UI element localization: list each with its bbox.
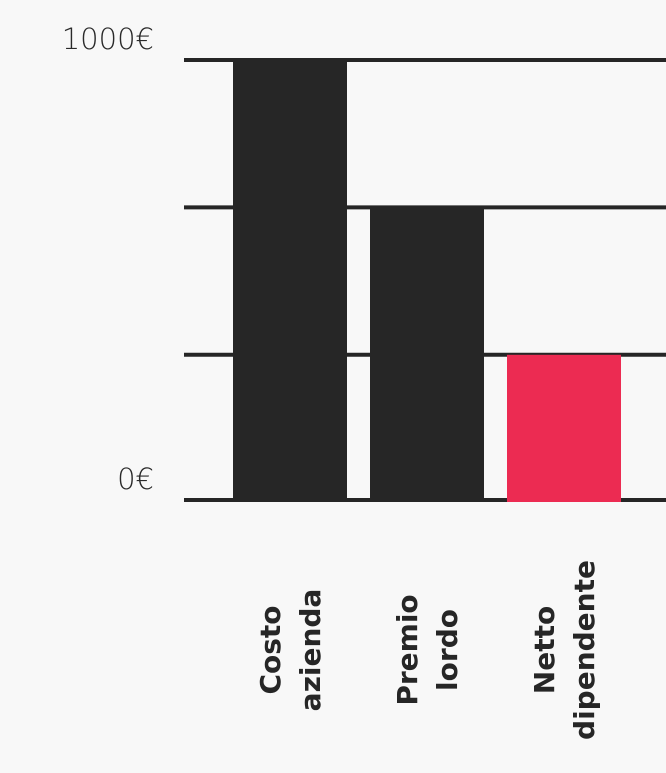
- category-label: Netto dipendente: [528, 560, 601, 740]
- category-label-line: Costo: [254, 605, 287, 694]
- category-label: Costo azienda: [254, 589, 327, 712]
- category-labels: Costo azienda Premio lordo Netto dipendente: [254, 560, 601, 740]
- category-label-line: azienda: [294, 589, 327, 712]
- bar: [507, 354, 621, 502]
- y-tick-label: 0€: [117, 462, 154, 496]
- category-label-line: lordo: [431, 609, 464, 691]
- category-label-line: Netto: [528, 606, 561, 694]
- bar: [233, 60, 347, 502]
- category-label: Premio lordo: [391, 594, 464, 705]
- category-label-line: dipendente: [568, 560, 601, 740]
- y-axis-labels: 1000€ 0€: [62, 22, 154, 496]
- bars: [233, 60, 621, 502]
- y-tick-label: 1000€: [62, 22, 154, 56]
- category-label-line: Premio: [391, 594, 424, 705]
- bar: [370, 207, 484, 502]
